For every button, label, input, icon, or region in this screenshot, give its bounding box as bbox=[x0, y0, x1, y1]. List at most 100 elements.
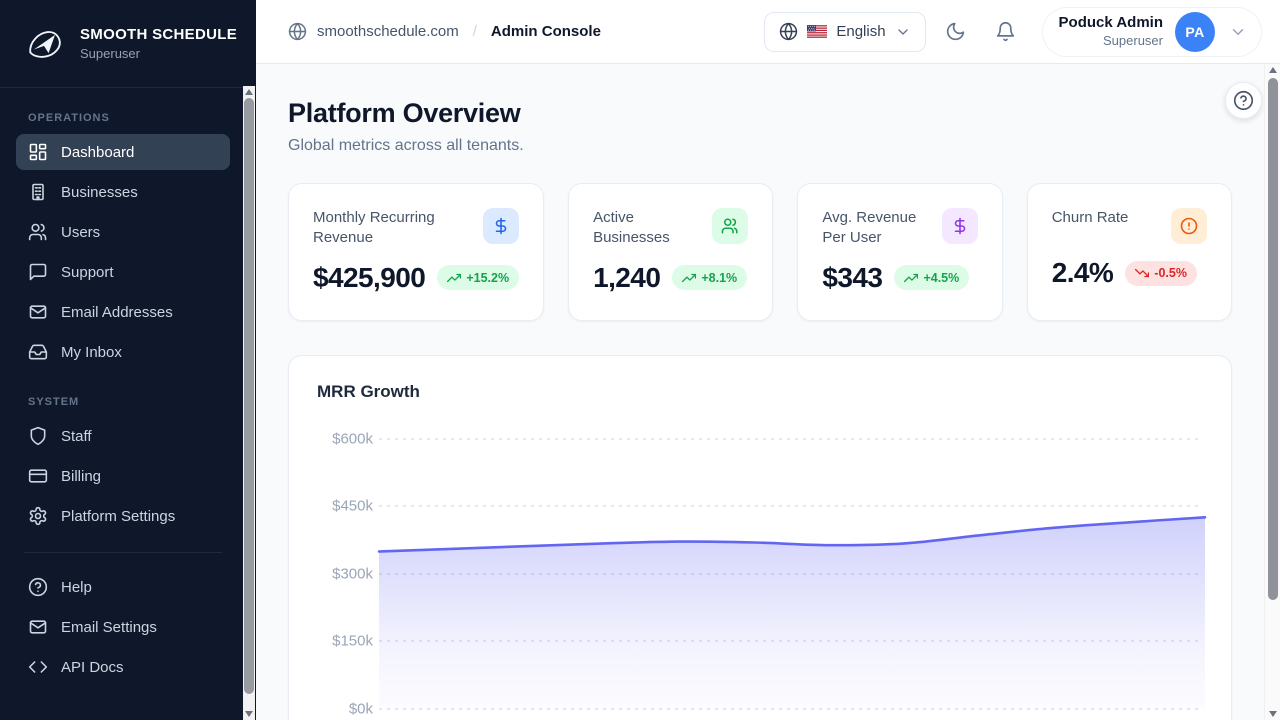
user-menu[interactable]: Poduck Admin Superuser PA bbox=[1041, 6, 1262, 57]
code-icon bbox=[28, 657, 48, 677]
language-label: English bbox=[836, 23, 886, 40]
language-selector[interactable]: English bbox=[764, 11, 926, 52]
scrollbar-up-arrow-icon[interactable] bbox=[1269, 67, 1277, 73]
mrr-growth-chart-card: MRR Growth $600k $450k $300k $150k bbox=[288, 355, 1232, 720]
stats-row: Monthly Recurring Revenue $425,900 +15.2… bbox=[288, 183, 1232, 321]
stat-card-arpu: Avg. Revenue Per User $343 +4.5% bbox=[797, 183, 1003, 321]
chevron-down-icon bbox=[897, 28, 908, 35]
sidebar-item-label: Help bbox=[61, 578, 92, 596]
gridline bbox=[379, 708, 1203, 710]
sidebar-divider bbox=[24, 552, 222, 553]
dollar-icon bbox=[483, 208, 520, 244]
breadcrumb-separator: / bbox=[472, 23, 477, 40]
stat-label: Monthly Recurring Revenue bbox=[313, 209, 435, 247]
gear-icon bbox=[28, 506, 48, 526]
sidebar-nav: OPERATIONS Dashboard Businesses Users Su… bbox=[0, 88, 242, 720]
sidebar-item-my-inbox[interactable]: My Inbox bbox=[16, 334, 230, 370]
y-axis-tick: $0k bbox=[348, 700, 373, 718]
trend-badge: -0.5% bbox=[1125, 260, 1197, 286]
y-axis-tick: $600k bbox=[332, 430, 373, 448]
brand-logo-icon bbox=[29, 30, 61, 58]
sidebar-item-api-docs[interactable]: API Docs bbox=[16, 649, 230, 685]
area-line bbox=[377, 516, 1207, 553]
chart-title: MRR Growth bbox=[317, 382, 420, 401]
user-role: Superuser bbox=[1103, 32, 1163, 48]
gridline bbox=[379, 438, 1203, 440]
brand-name: SMOOTH SCHEDULE bbox=[80, 26, 238, 43]
trending-up-icon bbox=[447, 273, 462, 282]
brand-subtitle: Superuser bbox=[80, 46, 140, 61]
stat-value: $343 bbox=[822, 261, 883, 293]
scrollbar-up-arrow-icon[interactable] bbox=[245, 89, 253, 95]
inbox-icon bbox=[28, 342, 48, 362]
sidebar-item-label: Billing bbox=[61, 467, 102, 485]
sidebar-item-label: Support bbox=[61, 263, 114, 281]
users-icon bbox=[712, 208, 749, 244]
trend-badge: +15.2% bbox=[437, 265, 520, 290]
mail-icon bbox=[28, 617, 48, 637]
sidebar-item-label: My Inbox bbox=[61, 343, 122, 361]
credit-card-icon bbox=[28, 466, 48, 486]
sidebar-item-label: API Docs bbox=[61, 658, 124, 676]
sidebar-item-label: Staff bbox=[61, 427, 92, 445]
trend-badge: +8.1% bbox=[672, 265, 748, 290]
globe-icon bbox=[780, 22, 798, 41]
dashboard-icon bbox=[28, 142, 48, 162]
sidebar-item-email-addresses[interactable]: Email Addresses bbox=[16, 294, 230, 330]
sidebar-item-label: Platform Settings bbox=[61, 507, 176, 525]
sidebar-item-platform-settings[interactable]: Platform Settings bbox=[16, 498, 230, 534]
page-subtitle: Global metrics across all tenants. bbox=[288, 137, 524, 154]
stat-value: $425,900 bbox=[313, 261, 426, 293]
sidebar-item-support[interactable]: Support bbox=[16, 254, 230, 290]
sidebar-item-label: Dashboard bbox=[61, 143, 135, 161]
sidebar-brand: SMOOTH SCHEDULE Superuser bbox=[0, 0, 256, 88]
dark-mode-toggle[interactable] bbox=[936, 12, 976, 52]
globe-icon bbox=[288, 22, 307, 41]
sidebar-item-dashboard[interactable]: Dashboard bbox=[16, 134, 230, 170]
stat-card-active-businesses: Active Businesses 1,240 +8.1% bbox=[568, 183, 774, 321]
area-fill bbox=[379, 517, 1205, 709]
stat-value: 1,240 bbox=[593, 261, 661, 293]
sidebar-item-users[interactable]: Users bbox=[16, 214, 230, 250]
building-icon bbox=[28, 182, 48, 202]
main-content: Platform Overview Global metrics across … bbox=[256, 64, 1264, 720]
users-icon bbox=[28, 222, 48, 242]
dollar-icon bbox=[941, 208, 978, 244]
breadcrumb: smoothschedule.com / Admin Console bbox=[288, 22, 601, 41]
mrr-area-svg bbox=[377, 516, 1207, 709]
y-axis-tick: $150k bbox=[332, 632, 373, 650]
top-header: smoothschedule.com / Admin Console Engli… bbox=[256, 0, 1280, 64]
scrollbar-down-arrow-icon[interactable] bbox=[245, 711, 253, 717]
chat-icon bbox=[28, 262, 48, 282]
breadcrumb-site-link[interactable]: smoothschedule.com bbox=[317, 23, 459, 40]
sidebar-item-businesses[interactable]: Businesses bbox=[16, 174, 230, 210]
y-axis-tick: $300k bbox=[332, 565, 373, 583]
stat-label: Churn Rate bbox=[1051, 209, 1129, 226]
y-axis-tick: $450k bbox=[332, 497, 373, 515]
help-circle-icon bbox=[28, 577, 48, 597]
mrr-area-chart: $600k $450k $300k $150k $0k bbox=[317, 426, 1207, 720]
trend-badge: +4.5% bbox=[894, 265, 970, 290]
sidebar-item-label: Email Settings bbox=[61, 618, 157, 636]
gridline bbox=[379, 505, 1203, 507]
trending-up-icon bbox=[682, 273, 697, 282]
sidebar-item-billing[interactable]: Billing bbox=[16, 458, 230, 494]
help-button[interactable] bbox=[1225, 82, 1262, 119]
stat-value: 2.4% bbox=[1051, 257, 1114, 288]
shield-icon bbox=[28, 426, 48, 446]
page-scrollbar[interactable] bbox=[1264, 64, 1280, 720]
avatar[interactable]: PA bbox=[1175, 11, 1215, 52]
scrollbar-down-arrow-icon[interactable] bbox=[1269, 711, 1277, 717]
sidebar-item-email-settings[interactable]: Email Settings bbox=[16, 609, 230, 645]
us-flag-icon bbox=[807, 25, 828, 38]
section-label-system: SYSTEM bbox=[28, 396, 80, 408]
sidebar-item-help[interactable]: Help bbox=[16, 569, 230, 605]
mail-icon bbox=[28, 302, 48, 322]
sidebar-scrollbar[interactable] bbox=[243, 86, 255, 720]
notifications-button[interactable] bbox=[986, 12, 1026, 52]
sidebar-item-staff[interactable]: Staff bbox=[16, 418, 230, 454]
page-scrollbar-thumb[interactable] bbox=[1268, 78, 1278, 600]
sidebar-scrollbar-thumb[interactable] bbox=[244, 98, 254, 694]
moon-icon bbox=[946, 22, 965, 41]
alert-circle-icon bbox=[1171, 208, 1207, 244]
